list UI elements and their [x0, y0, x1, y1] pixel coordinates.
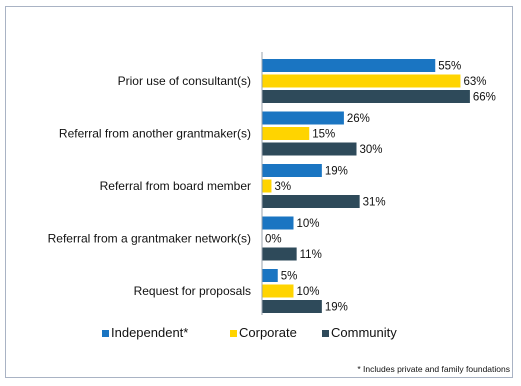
legend-label-corporate: Corporate: [239, 325, 297, 340]
value-label-independent-referral-from-a-grantmaker-network-s: 10%: [297, 218, 320, 230]
bar-independent-referral-from-another-grantmaker-s: [262, 111, 344, 125]
category-label-request-for-proposals: Request for proposals: [134, 284, 251, 298]
bar-independent-request-for-proposals: [262, 269, 278, 282]
bar-corporate-referral-from-another-grantmaker-s: [262, 127, 310, 140]
legend-swatch-community: [322, 330, 329, 337]
bar-corporate-prior-use-of-consultant-s: [262, 74, 461, 88]
value-label-community-request-for-proposals: 19%: [325, 302, 348, 314]
value-label-corporate-referral-from-board-member: 3%: [274, 181, 291, 193]
bar-independent-prior-use-of-consultant-s: [262, 59, 436, 72]
legend-swatch-corporate: [230, 330, 237, 337]
footnote: * Includes private and family foundation…: [357, 364, 510, 374]
value-label-corporate-referral-from-another-grantmaker-s: 15%: [312, 129, 335, 141]
value-label-corporate-request-for-proposals: 10%: [297, 286, 320, 298]
legend: Independent* Corporate Community: [102, 325, 397, 340]
bar-community-referral-from-a-grantmaker-network-s: [262, 247, 297, 261]
bar-corporate-referral-from-board-member: [262, 179, 272, 193]
value-label-community-referral-from-another-grantmaker-s: 30%: [360, 144, 383, 156]
value-label-independent-prior-use-of-consultant-s: 55%: [438, 61, 461, 73]
value-label-community-prior-use-of-consultant-s: 66%: [473, 92, 496, 104]
value-label-community-referral-from-a-grantmaker-network-s: 11%: [300, 249, 322, 261]
legend-label-community: Community: [331, 325, 397, 340]
bar-independent-referral-from-a-grantmaker-network-s: [262, 216, 294, 230]
bar-corporate-request-for-proposals: [262, 284, 294, 298]
legend-label-independent: Independent*: [111, 325, 188, 340]
category-label-referral-from-a-grantmaker-network-s: Referral from a grantmaker network(s): [48, 232, 251, 246]
category-label-referral-from-board-member: Referral from board member: [100, 179, 251, 193]
labels-layer: Prior use of consultant(s) 55%63% 66% Refer…: [48, 61, 496, 314]
value-label-independent-referral-from-board-member: 19%: [325, 166, 348, 178]
value-label-independent-referral-from-another-grantmaker-s: 26%: [347, 113, 370, 125]
category-label-referral-from-another-grantmaker-s: Referral from another grantmaker(s): [59, 127, 251, 141]
bars-layer: [262, 59, 470, 313]
category-label-prior-use-of-consultant-s: Prior use of consultant(s): [118, 74, 251, 88]
bar-independent-referral-from-board-member: [262, 164, 322, 177]
legend-swatch-independent: [102, 330, 109, 337]
bar-community-prior-use-of-consultant-s: [262, 90, 470, 103]
value-label-independent-request-for-proposals: 5%: [281, 271, 298, 283]
value-label-community-referral-from-board-member: 31%: [363, 197, 386, 209]
bar-community-request-for-proposals: [262, 300, 322, 313]
bar-community-referral-from-board-member: [262, 195, 360, 208]
value-label-corporate-referral-from-a-grantmaker-network-s: 0%: [265, 234, 282, 246]
value-label-corporate-prior-use-of-consultant-s: 63%: [463, 76, 486, 88]
bar-community-referral-from-another-grantmaker-s: [262, 142, 357, 156]
